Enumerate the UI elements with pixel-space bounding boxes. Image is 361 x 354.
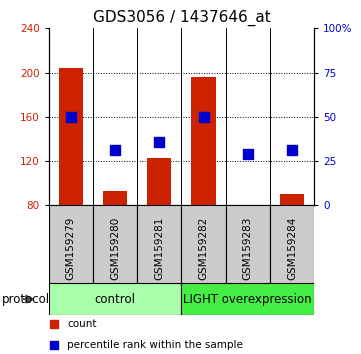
Bar [103,191,127,205]
Bar [181,283,314,315]
Text: protocol: protocol [2,293,50,306]
Text: GSM159284: GSM159284 [287,217,297,280]
Bar [280,194,304,205]
Bar [191,77,216,205]
Text: percentile rank within the sample: percentile rank within the sample [67,340,243,350]
Point [156,139,162,144]
Text: GSM159282: GSM159282 [199,217,209,280]
Bar [181,205,226,283]
Text: GSM159283: GSM159283 [243,217,253,280]
Text: GSM159279: GSM159279 [66,217,76,280]
Point [51,321,57,327]
Bar [137,205,182,283]
Title: GDS3056 / 1437646_at: GDS3056 / 1437646_at [92,9,270,25]
Point [112,148,118,153]
Text: LIGHT overexpression: LIGHT overexpression [183,293,312,306]
Bar [270,205,314,283]
Point [51,342,57,348]
Text: count: count [67,319,97,329]
Text: control: control [95,293,136,306]
Bar [147,158,171,205]
Point [245,151,251,157]
Text: GSM159280: GSM159280 [110,217,120,280]
Bar [49,205,93,283]
Bar [59,68,83,205]
Point [201,114,206,120]
Bar [49,283,181,315]
Text: GSM159281: GSM159281 [154,217,164,280]
Bar [93,205,137,283]
Point [289,148,295,153]
Bar [226,205,270,283]
Point [68,114,74,120]
